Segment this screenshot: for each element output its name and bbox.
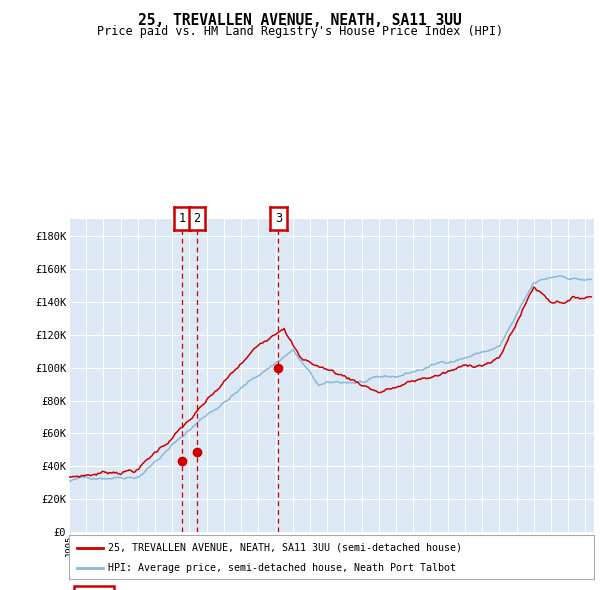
Text: 2: 2 <box>194 212 200 225</box>
Text: 25, TREVALLEN AVENUE, NEATH, SA11 3UU: 25, TREVALLEN AVENUE, NEATH, SA11 3UU <box>138 13 462 28</box>
FancyBboxPatch shape <box>74 586 113 590</box>
Text: Price paid vs. HM Land Registry's House Price Index (HPI): Price paid vs. HM Land Registry's House … <box>97 25 503 38</box>
Text: 3: 3 <box>275 212 282 225</box>
Text: 25, TREVALLEN AVENUE, NEATH, SA11 3UU (semi-detached house): 25, TREVALLEN AVENUE, NEATH, SA11 3UU (s… <box>109 543 463 552</box>
Text: 1: 1 <box>179 212 185 225</box>
Text: HPI: Average price, semi-detached house, Neath Port Talbot: HPI: Average price, semi-detached house,… <box>109 563 457 573</box>
